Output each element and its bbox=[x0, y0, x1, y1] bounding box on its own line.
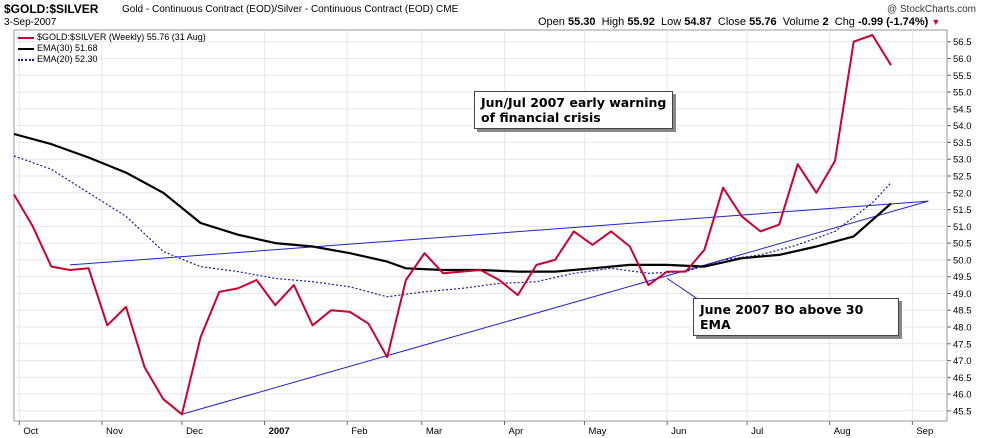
volume-label: Volume bbox=[782, 16, 820, 28]
x-tick-label: Nov bbox=[106, 426, 123, 437]
x-tick-label: Oct bbox=[23, 426, 38, 437]
y-tick-label: 46.5 bbox=[953, 373, 972, 384]
price-series-line bbox=[13, 34, 892, 416]
trendline bbox=[69, 200, 929, 266]
y-tick-label: 53.5 bbox=[953, 138, 972, 149]
y-tick-label: 50.0 bbox=[953, 255, 972, 266]
y-tick-label: 52.0 bbox=[953, 188, 972, 199]
annotation-line: EMA bbox=[700, 317, 731, 332]
y-tick-label: 51.5 bbox=[953, 205, 972, 216]
legend: $GOLD:$SILVER (Weekly) 55.76 (31 Aug) EM… bbox=[18, 32, 206, 65]
x-tick-label: Jun bbox=[671, 426, 686, 437]
y-tick-label: 48.0 bbox=[953, 323, 972, 334]
annotation-early-warning: Jun/Jul 2007 early warning of financial … bbox=[474, 91, 674, 129]
trendline bbox=[181, 200, 929, 415]
ema30-series-line bbox=[13, 132, 892, 273]
legend-label: $GOLD:$SILVER (Weekly) 55.76 (31 Aug) bbox=[37, 32, 206, 42]
chg-label: Chg bbox=[834, 16, 855, 28]
legend-swatch bbox=[18, 58, 34, 61]
y-tick-label: 48.5 bbox=[953, 306, 972, 317]
down-arrow-icon: ▼ bbox=[931, 17, 941, 27]
y-tick-label: 50.5 bbox=[953, 239, 972, 250]
y-tick-label: 51.0 bbox=[953, 222, 972, 233]
y-tick-label: 45.5 bbox=[953, 406, 972, 417]
legend-swatch bbox=[18, 36, 34, 39]
volume-value: 2 bbox=[822, 16, 829, 28]
chart-symbol: $GOLD:$SILVER bbox=[4, 2, 99, 16]
close-value: 55.76 bbox=[749, 16, 777, 28]
y-tick-label: 52.5 bbox=[953, 171, 972, 182]
y-tick-label: 54.5 bbox=[953, 104, 972, 115]
open-label: Open bbox=[538, 16, 565, 28]
chg-value: -0.99 (-1.74%) bbox=[858, 16, 929, 28]
x-tick-label: May bbox=[588, 426, 606, 437]
x-tick-label: Aug bbox=[834, 426, 851, 437]
y-tick-label: 56.5 bbox=[953, 37, 972, 48]
chart-date: 3-Sep-2007 bbox=[4, 17, 57, 28]
low-value: 54.87 bbox=[684, 16, 712, 28]
x-tick-label: Sep bbox=[916, 426, 933, 437]
x-tick-label: 2007 bbox=[269, 426, 290, 437]
y-tick-label: 49.0 bbox=[953, 289, 972, 300]
legend-label: EMA(30) 51.68 bbox=[37, 43, 98, 53]
close-label: Close bbox=[717, 16, 747, 28]
high-value: 55.92 bbox=[627, 16, 655, 28]
open-value: 55.30 bbox=[567, 16, 596, 28]
legend-item-price: $GOLD:$SILVER (Weekly) 55.76 (31 Aug) bbox=[18, 32, 206, 43]
plot-area bbox=[13, 29, 948, 422]
y-tick-label: 47.0 bbox=[953, 356, 972, 367]
y-tick-label: 56.0 bbox=[953, 54, 972, 65]
high-label: High bbox=[601, 16, 625, 28]
legend-swatch bbox=[18, 47, 34, 50]
y-tick-label: 47.5 bbox=[953, 339, 972, 350]
annotation-line: June 2007 BO above 30 bbox=[700, 302, 864, 317]
y-tick-label: 55.0 bbox=[953, 88, 972, 99]
description-text: Gold - Continuous Contract (EOD)/Silver … bbox=[122, 4, 434, 15]
legend-item-ema30: EMA(30) 51.68 bbox=[18, 43, 206, 54]
ohlc-bar: Open 55.30 High 55.92 Low 54.87 Close 55… bbox=[538, 16, 940, 28]
x-tick-label: Jul bbox=[751, 426, 763, 437]
annotation-line: of financial crisis bbox=[481, 110, 601, 125]
x-tick-label: Apr bbox=[508, 426, 523, 437]
low-label: Low bbox=[660, 16, 682, 28]
legend-item-ema20: EMA(20) 52.30 bbox=[18, 54, 206, 65]
exchange-label: CME bbox=[436, 4, 459, 15]
x-tick-label: Feb bbox=[351, 426, 367, 437]
y-tick-label: 46.0 bbox=[953, 390, 972, 401]
legend-label: EMA(20) 52.30 bbox=[37, 54, 98, 64]
chart-description: Gold - Continuous Contract (EOD)/Silver … bbox=[122, 4, 458, 15]
y-tick-label: 54.0 bbox=[953, 121, 972, 132]
annotation-breakout: June 2007 BO above 30 EMA bbox=[693, 298, 899, 336]
x-tick-label: Mar bbox=[426, 426, 442, 437]
y-tick-label: 49.5 bbox=[953, 272, 972, 283]
annotation-line: Jun/Jul 2007 early warning bbox=[481, 95, 667, 110]
x-tick-label: Dec bbox=[186, 426, 203, 437]
y-tick-label: 55.5 bbox=[953, 71, 972, 82]
y-tick-label: 53.0 bbox=[953, 155, 972, 166]
watermark: @ StockCharts.com bbox=[886, 4, 976, 15]
